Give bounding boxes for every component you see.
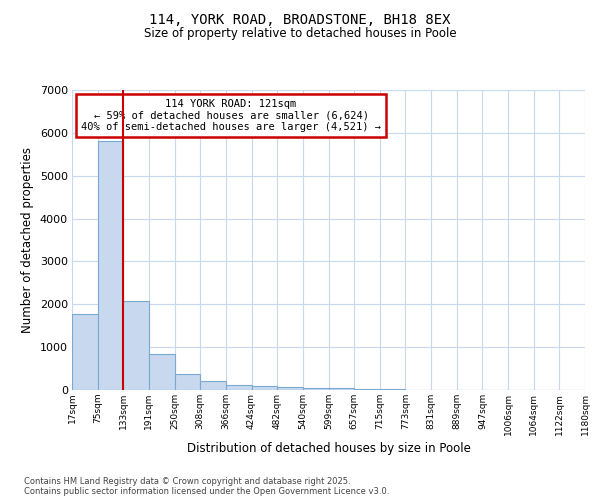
Text: Contains HM Land Registry data © Crown copyright and database right 2025.
Contai: Contains HM Land Registry data © Crown c… — [24, 476, 389, 496]
Bar — [175, 374, 200, 390]
Bar — [329, 388, 354, 390]
Bar — [72, 314, 98, 390]
Bar — [124, 301, 149, 390]
Text: Size of property relative to detached houses in Poole: Size of property relative to detached ho… — [143, 28, 457, 40]
Bar — [251, 386, 277, 390]
Bar — [354, 389, 380, 390]
X-axis label: Distribution of detached houses by size in Poole: Distribution of detached houses by size … — [187, 442, 470, 455]
Bar — [303, 388, 329, 390]
Bar — [149, 354, 175, 390]
Y-axis label: Number of detached properties: Number of detached properties — [21, 147, 34, 333]
Text: 114, YORK ROAD, BROADSTONE, BH18 8EX: 114, YORK ROAD, BROADSTONE, BH18 8EX — [149, 12, 451, 26]
Bar — [98, 140, 124, 390]
Bar — [226, 385, 251, 390]
Bar — [200, 381, 226, 390]
Bar — [277, 387, 303, 390]
Text: 114 YORK ROAD: 121sqm
← 59% of detached houses are smaller (6,624)
40% of semi-d: 114 YORK ROAD: 121sqm ← 59% of detached … — [81, 99, 381, 132]
